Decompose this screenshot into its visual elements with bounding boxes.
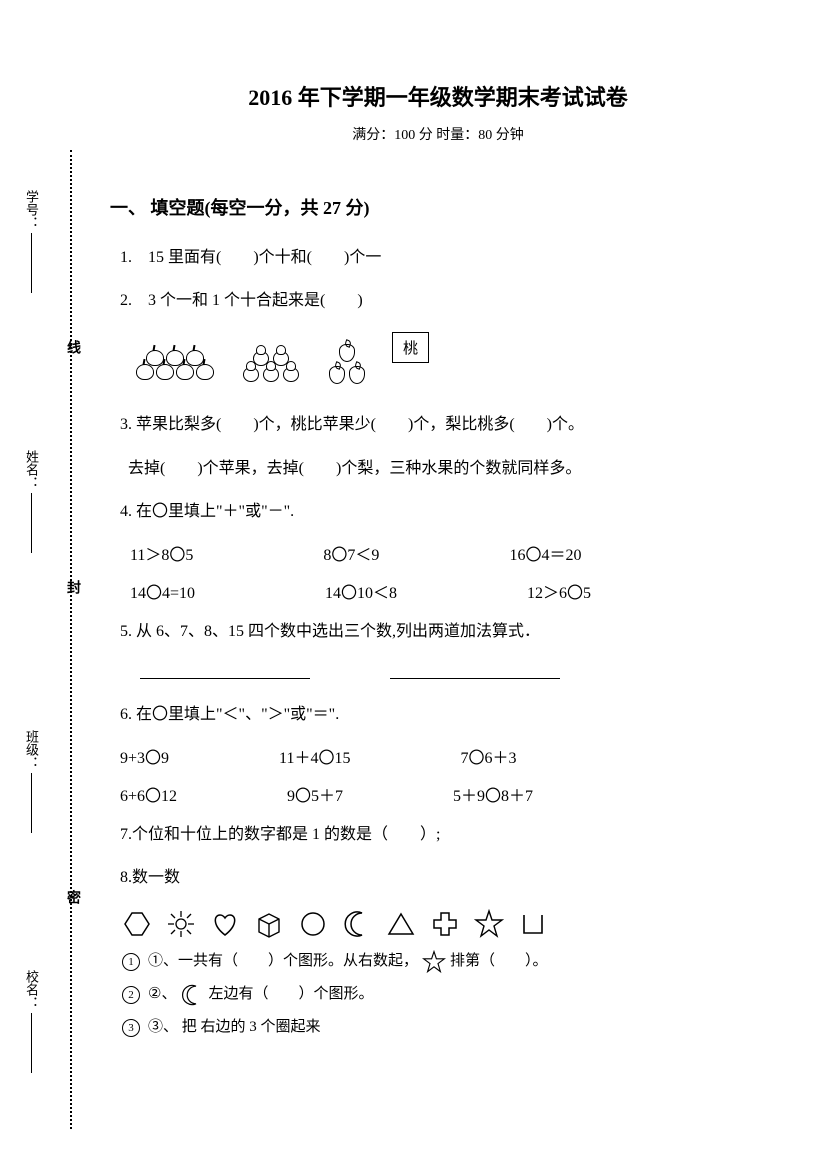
q4-expr: 14〇4=10 xyxy=(130,575,195,613)
peach-group xyxy=(326,340,366,384)
question-3a: 3. 苹果比梨多( )个，桃比苹果少( )个，梨比桃多( )个。 xyxy=(110,407,766,442)
seal-char-2: 封 xyxy=(62,580,82,598)
q6-expr: 9〇5＋7 xyxy=(287,778,343,816)
apple-group xyxy=(134,344,204,380)
q4-expr: 11＞8〇5 xyxy=(130,537,193,575)
q4-row-2: 14〇4=10 14〇10＜8 12＞6〇5 xyxy=(110,575,766,613)
question-8: 8.数一数 xyxy=(110,860,766,895)
fruit-illustration: 桃 xyxy=(110,326,766,407)
question-1: 1. 15 里面有( )个十和( )个一 xyxy=(110,240,766,275)
q6-row-1: 9+3〇9 11＋4〇15 7〇6＋3 xyxy=(110,740,766,778)
q8-sub-1: 1 ①、一共有（ ）个图形。从右数起， 排第（ ）。 xyxy=(110,945,766,978)
shapes-row xyxy=(110,903,766,945)
q8-sub-2: 2 ②、 左边有（ ）个图形。 xyxy=(110,978,766,1011)
section-1-heading: 一、 填空题(每空一分，共 27 分) xyxy=(110,194,766,220)
pear-group xyxy=(240,343,290,381)
question-3b: 去掉( )个苹果，去掉( )个梨，三种水果的个数就同样多。 xyxy=(110,451,766,486)
star-icon xyxy=(422,950,446,974)
cross-icon xyxy=(430,909,460,939)
school-field: 校名： xyxy=(22,970,41,1077)
num-field: 学号： xyxy=(22,190,41,297)
q4-expr: 12＞6〇5 xyxy=(527,575,591,613)
q4-expr: 8〇7＜9 xyxy=(323,537,379,575)
exam-subtitle: 满分：100 分 时量：80 分钟 xyxy=(110,124,766,144)
circle-icon xyxy=(298,909,328,939)
q4-expr: 16〇4＝20 xyxy=(509,537,581,575)
question-6: 6. 在〇里填上"＜"、"＞"或"＝". xyxy=(110,697,766,732)
exam-page: 2016 年下学期一年级数学期末考试试卷 满分：100 分 时量：80 分钟 一… xyxy=(0,0,826,1084)
cube-icon xyxy=(254,909,284,939)
class-field: 班级： xyxy=(22,730,41,837)
sun-icon xyxy=(166,909,196,939)
moon-icon xyxy=(342,909,372,939)
q4-row-1: 11＞8〇5 8〇7＜9 16〇4＝20 xyxy=(110,537,766,575)
q4-expr: 14〇10＜8 xyxy=(325,575,397,613)
seal-char-3: 线 xyxy=(62,340,82,358)
q8-sub-3: 3 ③、 把 右边的 3 个圈起来 xyxy=(110,1011,766,1044)
question-2: 2. 3 个一和 1 个十合起来是( ) xyxy=(110,283,766,318)
question-4: 4. 在〇里填上"＋"或"－". xyxy=(110,494,766,529)
q6-expr: 7〇6＋3 xyxy=(460,740,516,778)
dotted-fold-line xyxy=(70,150,72,1129)
triangle-icon xyxy=(386,909,416,939)
q6-expr: 5＋9〇8＋7 xyxy=(453,778,533,816)
star-icon xyxy=(474,909,504,939)
hexagon-icon xyxy=(122,909,152,939)
binding-margin: 校名： 密 班级： 封 姓名： 线 学号： xyxy=(20,150,90,1129)
heart-icon xyxy=(210,909,240,939)
square-bracket-icon xyxy=(518,909,548,939)
exam-title: 2016 年下学期一年级数学期末考试试卷 xyxy=(110,80,766,112)
question-5: 5. 从 6、7、8、15 四个数中选出三个数,列出两道加法算式． xyxy=(110,614,766,649)
peach-label-box: 桃 xyxy=(392,332,429,363)
question-7: 7.个位和十位上的数字都是 1 的数是（ ）; xyxy=(110,817,766,852)
moon-icon xyxy=(180,983,204,1007)
q6-expr: 11＋4〇15 xyxy=(279,740,350,778)
q6-row-2: 6+6〇12 9〇5＋7 5＋9〇8＋7 xyxy=(110,778,766,816)
seal-char-1: 密 xyxy=(62,890,82,908)
q6-expr: 9+3〇9 xyxy=(120,740,169,778)
name-field: 姓名： xyxy=(22,450,41,557)
q6-expr: 6+6〇12 xyxy=(120,778,177,816)
q5-blanks xyxy=(110,659,766,679)
